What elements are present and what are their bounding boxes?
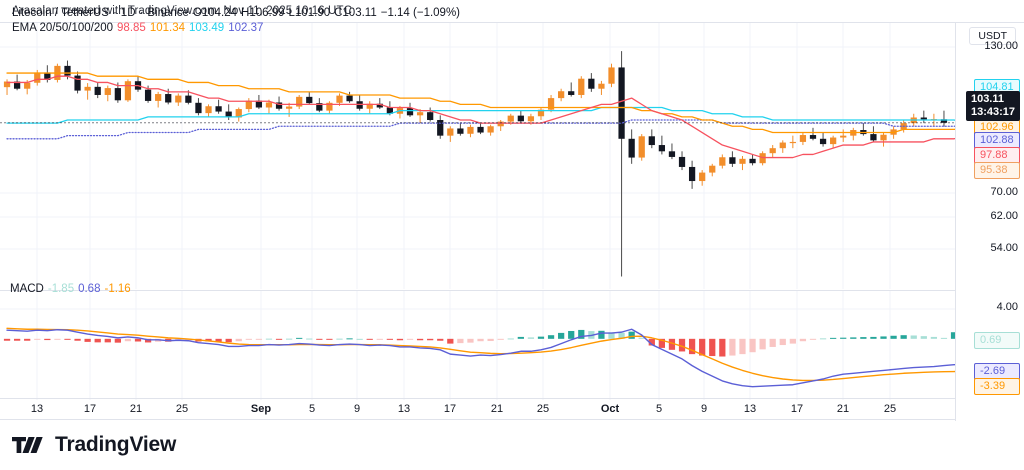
macd-line-tag: -2.69	[974, 363, 1020, 380]
time-axis-label: Sep	[250, 403, 272, 415]
footer: TradingView	[12, 433, 176, 457]
time-axis-label: 21	[490, 403, 504, 415]
macd-axis-tick: 4.00	[996, 301, 1018, 313]
last-price-value: 103.11	[970, 93, 1004, 105]
chart-frame: 13 17 21 25 Sep 5 9 13 17 21 25 Oct 5 9 13 17 21 25 USDT …	[0, 22, 1024, 421]
macd-hist-tag: 0.69	[974, 332, 1020, 349]
time-axis-label: 25	[175, 403, 189, 415]
last-price-countdown: 13:43:17	[970, 106, 1015, 118]
ema-extra-tag: 95.38	[974, 162, 1020, 179]
time-axis-label: 25	[883, 403, 897, 415]
time-axis-label: 25	[536, 403, 550, 415]
macd-signal-tag: -3.39	[974, 378, 1020, 395]
macd-pane[interactable]	[0, 290, 955, 400]
time-axis-label: 17	[443, 403, 457, 415]
time-axis-label: 13	[30, 403, 44, 415]
time-axis-label: 9	[700, 403, 708, 415]
ema-20-tag: 97.88	[974, 147, 1020, 164]
time-axis-label: 5	[308, 403, 316, 415]
time-axis-label: 13	[743, 403, 757, 415]
price-axis-tick: 54.00	[990, 242, 1018, 254]
last-price-tag: 103.11 13:43:17	[965, 91, 1020, 121]
time-axis-label: 13	[397, 403, 411, 415]
price-chart-svg	[0, 23, 955, 289]
brand-name: TradingView	[55, 433, 177, 456]
tradingview-logo-icon	[12, 437, 43, 453]
time-axis-label: 5	[655, 403, 663, 415]
price-axis-tick: 70.00	[990, 186, 1018, 198]
time-axis-label: 17	[83, 403, 97, 415]
time-axis-label: Oct	[600, 403, 620, 415]
price-axis[interactable]: USDT 130.00 70.00 62.00 54.00 4.00 104.81 102.…	[955, 23, 1024, 421]
time-axis-label: 9	[353, 403, 361, 415]
time-axis-label: 17	[790, 403, 804, 415]
price-axis-tick: 130.00	[984, 40, 1018, 52]
ema-200-tag: 102.88	[974, 132, 1020, 149]
macd-chart-svg	[0, 291, 955, 400]
price-axis-tick: 62.00	[990, 210, 1018, 222]
attribution-text: Arasalan created with TradingView.com, N…	[12, 5, 352, 17]
price-change: −1.14 (−1.09%)	[380, 7, 461, 19]
time-axis-label: 21	[129, 403, 143, 415]
currency-badge: USDT	[969, 27, 1016, 45]
time-axis-label: 21	[836, 403, 850, 415]
time-axis[interactable]: 13 17 21 25 Sep 5 9 13 17 21 25 Oct 5 9 13 17 21 25	[0, 398, 955, 419]
price-pane[interactable]	[0, 23, 955, 289]
